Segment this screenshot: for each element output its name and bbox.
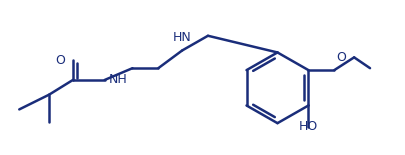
Text: HO: HO — [299, 120, 318, 133]
Text: HN: HN — [173, 31, 192, 44]
Text: NH: NH — [109, 73, 128, 86]
Text: O: O — [55, 54, 65, 67]
Text: O: O — [336, 51, 346, 64]
